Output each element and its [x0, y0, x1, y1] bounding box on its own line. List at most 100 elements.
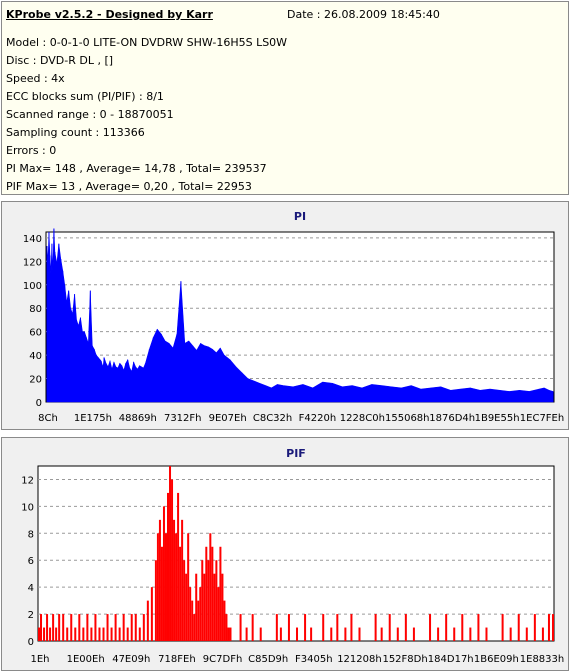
pif-bar: [509, 627, 512, 641]
pif-bar: [221, 573, 224, 641]
pif-bar: [122, 614, 125, 641]
pif-bar: [183, 560, 186, 641]
pif-bar: [187, 533, 190, 641]
pif-y-tick-label: 6: [28, 556, 34, 567]
pif-bar: [469, 627, 472, 641]
pif-bar: [90, 627, 93, 641]
pif-bar: [164, 533, 167, 641]
pif-bar: [189, 587, 192, 641]
pi-x-tick-label: 48869h: [119, 413, 157, 424]
pif-bar: [191, 600, 194, 641]
info-speed: Speed : 4x: [6, 72, 65, 85]
pif-bar: [130, 614, 133, 641]
info-panel: KProbe v2.5.2 - Designed by Karr Date : …: [1, 1, 569, 195]
pif-bar: [181, 519, 184, 641]
pif-bar: [525, 627, 528, 641]
pif-bar: [55, 627, 58, 641]
pif-bar: [74, 627, 77, 641]
pif-bar: [118, 627, 121, 641]
pif-bar: [547, 614, 550, 641]
pif-x-tick-label: F3405h: [295, 654, 333, 665]
pif-bar: [453, 627, 456, 641]
pif-bar: [94, 614, 97, 641]
pi-x-tick-label: 1876D4h: [429, 413, 475, 424]
pif-bar: [223, 600, 226, 641]
pif-x-tick-label: 1B6E09h: [474, 654, 519, 665]
pif-bar: [179, 546, 182, 641]
pif-bar: [146, 600, 149, 641]
pif-x-tick-label: 1E00Eh: [67, 654, 105, 665]
pif-bar: [38, 627, 40, 641]
pif-bar: [533, 614, 536, 641]
pif-bar: [162, 506, 165, 641]
pif-bar: [380, 627, 383, 641]
pif-y-tick-label: 8: [28, 529, 34, 540]
pi-y-tick-label: 100: [23, 281, 42, 292]
pif-bar: [126, 627, 129, 641]
pif-bar: [167, 492, 170, 641]
pi-y-tick-label: 120: [23, 257, 42, 268]
scan-date: Date : 26.08.2009 18:45:40: [287, 8, 440, 21]
pif-bar: [158, 519, 161, 641]
pi-x-tick-label: 7312Fh: [164, 413, 202, 424]
pif-bar: [275, 614, 278, 641]
pif-bar: [207, 560, 210, 641]
pif-x-tick-label: C85D9h: [248, 654, 288, 665]
pi-y-tick-label: 40: [29, 351, 42, 362]
pif-bar: [43, 627, 46, 641]
pif-bar: [287, 614, 290, 641]
pi-x-tick-label: 1B9E55h: [475, 413, 520, 424]
pi-y-tick-label: 140: [23, 234, 42, 245]
pif-bar: [197, 600, 200, 641]
pi-x-tick-label: F4220h: [299, 413, 337, 424]
pif-bar: [142, 614, 145, 641]
pif-x-tick-label: 184D17h: [428, 654, 474, 665]
pif-plot-area: [37, 465, 555, 642]
pif-bar: [358, 627, 361, 641]
pif-bar: [177, 492, 180, 641]
pif-bar: [173, 519, 176, 641]
pif-bar: [138, 627, 141, 641]
pif-bar: [46, 614, 49, 641]
pif-bar: [106, 614, 109, 641]
pif-bar: [485, 627, 488, 641]
pif-bar: [209, 533, 212, 641]
pif-bar: [215, 560, 218, 641]
pif-bar: [374, 614, 377, 641]
info-ecc: ECC blocks sum (PI/PIF) : 8/1: [6, 90, 164, 103]
pif-bar: [195, 573, 198, 641]
pif-bar: [175, 533, 178, 641]
pif-y-tick-label: 12: [21, 475, 34, 486]
pif-bar: [134, 614, 137, 641]
info-errors: Errors : 0: [6, 144, 57, 157]
pif-bar: [213, 573, 216, 641]
info-range: Scanned range : 0 - 18870051: [6, 108, 174, 121]
pif-x-tick-label: 152F8Dh: [382, 654, 427, 665]
pif-bar: [437, 627, 440, 641]
pif-x-tick-label: 9C7DFh: [203, 654, 243, 665]
pif-bar: [412, 627, 415, 641]
pif-bar: [429, 614, 432, 641]
pif-bar: [239, 614, 242, 641]
pi-y-tick-label: 20: [29, 375, 42, 386]
pif-bar: [461, 614, 464, 641]
info-pi-stats: PI Max= 148 , Average= 14,78 , Total= 23…: [6, 162, 267, 175]
pi-chart: PI 0 20 40 60 80 100 120 140 8Ch 1E175h 48869h 7312F…: [23, 210, 564, 424]
app-title: KProbe v2.5.2 - Designed by Karr: [6, 8, 213, 21]
pif-y-tick-label: 0: [28, 637, 34, 648]
pi-chart-panel: PI 0 20 40 60 80 100 120 140 8Ch 1E175h 48869h 7312F…: [1, 201, 569, 430]
pi-x-tick-label: 1228C0h: [340, 413, 385, 424]
pif-bar: [211, 546, 214, 641]
pif-chart-title: PIF: [286, 447, 306, 460]
pif-bar: [82, 627, 85, 641]
pif-bar: [296, 627, 299, 641]
pif-bar: [185, 573, 188, 641]
pi-x-tick-label: 1EC7FEh: [520, 413, 564, 424]
pif-chart-panel: PIF 0 2 4 6 8 10 12 1Eh 1E00Eh 47E09h 718FEh 9C7DFh C…: [1, 437, 569, 671]
pif-bar: [396, 627, 399, 641]
pif-bar: [150, 587, 153, 641]
pif-chart: PIF 0 2 4 6 8 10 12 1Eh 1E00Eh 47E09h 718FEh 9C7DFh C…: [21, 447, 564, 665]
pif-bar: [350, 614, 353, 641]
pif-bar: [245, 627, 248, 641]
pif-bar: [70, 614, 73, 641]
